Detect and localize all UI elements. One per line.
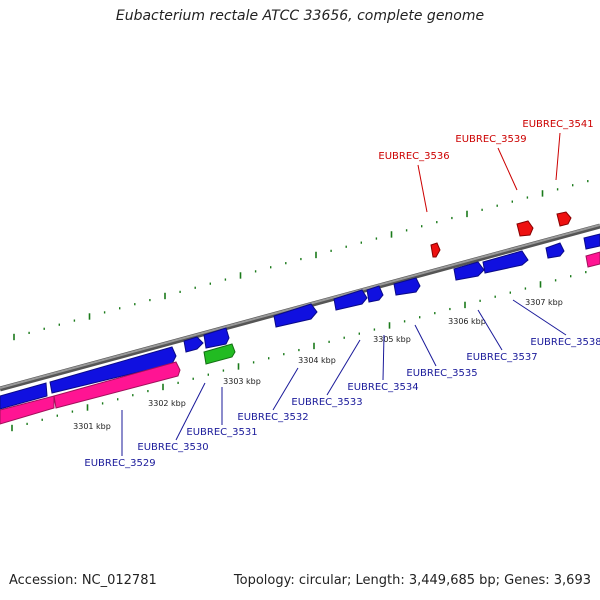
- highlighted-features: [430, 211, 572, 258]
- gene-feature[interactable]: [273, 303, 318, 328]
- gene-feature[interactable]: [0, 395, 55, 425]
- topology-text: Topology: circular; Length: 3,449,685 bp…: [233, 573, 591, 588]
- genome-backbone-highlight: [0, 224, 600, 389]
- gene-label[interactable]: EUBREC_3537: [466, 352, 537, 363]
- tick-label: 3306 kbp: [448, 317, 486, 326]
- gene-label[interactable]: EUBREC_3531: [186, 427, 257, 438]
- gene-label[interactable]: EUBREC_3530: [137, 442, 208, 453]
- gene-label[interactable]: EUBREC_3539: [455, 134, 526, 145]
- accession-text: Accession: NC_012781: [9, 573, 157, 588]
- gene-labels: EUBREC_3529 EUBREC_3530 EUBREC_3531 EUBREC_…: [84, 119, 600, 469]
- gene-feature[interactable]: [183, 336, 204, 353]
- gene-feature[interactable]: [482, 250, 529, 274]
- gene-label[interactable]: EUBREC_3536: [378, 151, 449, 162]
- outer-tick-ring: [13, 180, 589, 341]
- gene-label[interactable]: EUBREC_3533: [291, 397, 362, 408]
- inner-tick-ring: [11, 271, 587, 432]
- forward-cds-features: [0, 233, 600, 410]
- gene-feature[interactable]: [430, 242, 441, 258]
- tick-label: 3305 kbp: [373, 335, 411, 344]
- label-leader-line: [477, 309, 503, 351]
- gene-feature[interactable]: [366, 285, 384, 303]
- tick-label: 3304 kbp: [298, 356, 336, 365]
- gene-feature[interactable]: [49, 346, 177, 394]
- gene-label[interactable]: EUBREC_3538: [530, 337, 600, 348]
- label-leader-line: [555, 132, 561, 181]
- gene-feature[interactable]: [333, 289, 368, 311]
- label-leader-line: [382, 334, 385, 381]
- label-leader-line: [512, 299, 567, 336]
- label-leader-line: [417, 164, 428, 213]
- gene-feature[interactable]: [545, 242, 565, 259]
- rna-feature[interactable]: [203, 343, 236, 365]
- gene-feature[interactable]: [453, 261, 485, 281]
- label-leader-line: [497, 147, 518, 191]
- gene-feature[interactable]: [516, 220, 534, 237]
- genome-title: Eubacterium rectale ATCC 33656, complete…: [115, 8, 485, 24]
- gene-label[interactable]: EUBREC_3541: [522, 119, 593, 130]
- gene-feature[interactable]: [203, 327, 230, 349]
- gene-feature[interactable]: [393, 277, 421, 296]
- label-leader-line: [414, 324, 437, 367]
- label-leader-line: [175, 382, 206, 441]
- gene-label[interactable]: EUBREC_3532: [237, 412, 308, 423]
- label-leader-line: [272, 367, 299, 411]
- tick-label: 3302 kbp: [148, 399, 186, 408]
- label-leader-line: [326, 339, 361, 396]
- tick-label: 3301 kbp: [73, 422, 111, 431]
- reverse-cds-features: [0, 251, 600, 425]
- tick-labels: 3301 kbp 3302 kbp 3303 kbp 3304 kbp 3305 kbp…: [73, 298, 563, 431]
- gene-feature[interactable]: [583, 233, 600, 250]
- gene-label[interactable]: EUBREC_3529: [84, 458, 155, 469]
- gene-feature[interactable]: [556, 211, 572, 227]
- gene-feature[interactable]: [585, 251, 600, 268]
- tick-label: 3307 kbp: [525, 298, 563, 307]
- tick-label: 3303 kbp: [223, 377, 261, 386]
- gene-feature[interactable]: [0, 382, 48, 410]
- gene-feature[interactable]: [53, 361, 181, 409]
- gene-label[interactable]: EUBREC_3535: [406, 368, 477, 379]
- gene-label[interactable]: EUBREC_3534: [347, 382, 418, 393]
